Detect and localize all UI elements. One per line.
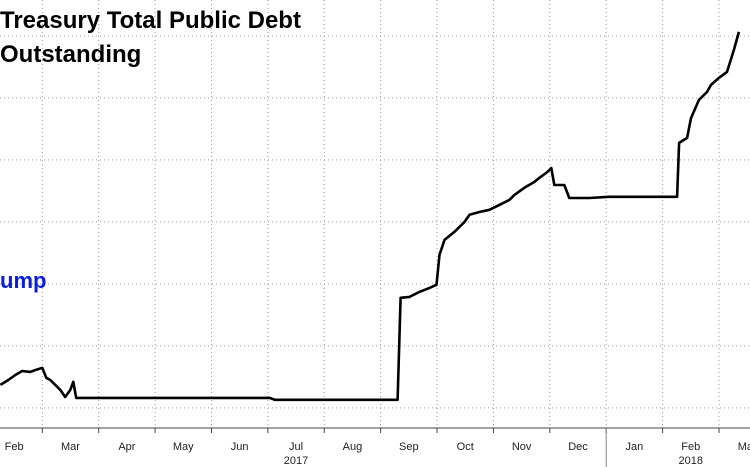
x-tick-label: Jun — [231, 441, 249, 453]
x-tick-label: Nov — [512, 441, 532, 453]
x-tick-label: Apr — [118, 441, 135, 453]
x-tick-label: Jan — [626, 441, 644, 453]
year-label: 2017 — [284, 455, 308, 467]
year-label: 2018 — [679, 455, 703, 467]
x-tick-label: May — [173, 441, 194, 453]
chart-title: Treasury Total Public Debt Outstanding — [0, 7, 301, 68]
x-tick-label: Jul — [289, 441, 303, 453]
x-tick-label: Feb — [5, 441, 24, 453]
x-tick-label: Feb — [681, 441, 700, 453]
annotation: ump — [0, 268, 47, 293]
x-tick-label: Oct — [457, 441, 474, 453]
x-tick-label: Sep — [399, 441, 419, 453]
x-tick-label: Aug — [343, 441, 363, 453]
line-series — [0, 31, 741, 402]
x-tick-label: Dec — [568, 441, 588, 453]
x-tick-label: Mar — [61, 441, 80, 453]
x-tick-label: Mar — [738, 441, 750, 453]
